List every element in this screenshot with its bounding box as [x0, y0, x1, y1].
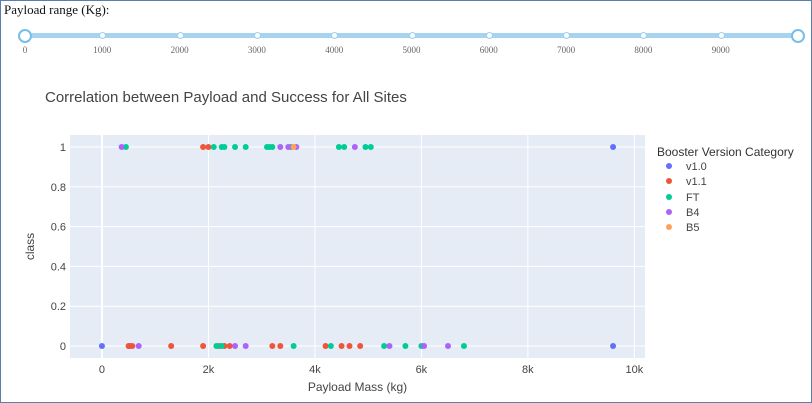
legend-swatch: [666, 163, 672, 170]
slider-mark-label[interactable]: 4000: [325, 45, 344, 55]
slider-mark-label[interactable]: 9000: [711, 45, 730, 55]
legend-item-v1-0[interactable]: v1.0: [666, 160, 707, 174]
slider-mark-dot[interactable]: [640, 32, 648, 39]
y-tick-label: 1: [60, 142, 66, 154]
slider-mark-label[interactable]: 5000: [402, 45, 421, 55]
data-point-v1-1[interactable]: [226, 343, 233, 350]
y-tick-label: 0.4: [51, 261, 66, 273]
data-point-v1-1[interactable]: [205, 143, 212, 150]
data-point-FT[interactable]: [335, 143, 342, 150]
data-point-B4[interactable]: [242, 343, 249, 350]
data-point-FT[interactable]: [402, 343, 409, 350]
data-point-FT[interactable]: [367, 143, 374, 150]
y-tick-label: 0.8: [51, 182, 66, 194]
x-tick-label: 10k: [625, 364, 643, 376]
slider-handle-max[interactable]: [791, 29, 805, 43]
data-point-B4[interactable]: [285, 143, 292, 150]
data-point-FT[interactable]: [210, 143, 217, 150]
data-point-FT[interactable]: [381, 343, 388, 350]
slider-mark-dot[interactable]: [253, 32, 261, 39]
slider-mark-label[interactable]: 8000: [634, 45, 653, 55]
slider-mark-dot[interactable]: [176, 32, 184, 39]
legend-swatch: [666, 178, 672, 185]
data-point-B4[interactable]: [386, 343, 393, 350]
data-point-v1-1[interactable]: [200, 143, 207, 150]
data-point-v1-1[interactable]: [269, 343, 276, 350]
legend-swatch: [666, 224, 672, 231]
legend-item-FT[interactable]: FT: [666, 191, 699, 205]
data-point-FT[interactable]: [232, 143, 239, 150]
data-point-FT[interactable]: [341, 143, 348, 150]
data-point-v1-1[interactable]: [168, 343, 175, 350]
slider-mark-label[interactable]: 7000: [557, 45, 576, 55]
x-tick-label: 4k: [309, 364, 321, 376]
legend-item-v1-1[interactable]: v1.1: [666, 175, 707, 189]
data-point-FT[interactable]: [362, 143, 369, 150]
legend-item-label: B4: [686, 206, 700, 219]
data-point-B4[interactable]: [277, 143, 284, 150]
legend-swatch: [666, 193, 672, 200]
data-point-v1-0[interactable]: [610, 143, 617, 150]
legend-item-label: B5: [686, 222, 700, 235]
data-point-B4[interactable]: [118, 143, 125, 150]
slider-mark-dot[interactable]: [717, 32, 725, 39]
slider-handle-min[interactable]: [18, 29, 32, 43]
data-point-B4[interactable]: [421, 343, 428, 350]
slider-mark-dot[interactable]: [99, 32, 107, 39]
x-tick-label: 0: [99, 364, 105, 376]
slider-mark-dot[interactable]: [485, 32, 493, 39]
data-point-FT[interactable]: [221, 143, 228, 150]
data-point-v1-0[interactable]: [610, 343, 617, 350]
data-point-B4[interactable]: [445, 343, 452, 350]
x-tick-label: 2k: [203, 364, 215, 376]
y-tick-label: 0.6: [51, 222, 66, 234]
payload-range-slider[interactable]: 0 1000 2000 3000 4000 5000 6000 7000 8000 9000: [0, 0, 812, 60]
data-point-FT[interactable]: [122, 143, 129, 150]
legend-item-B5[interactable]: B5: [666, 221, 699, 235]
data-point-v1-1[interactable]: [346, 343, 353, 350]
slider-mark-label[interactable]: 6000: [479, 45, 498, 55]
legend-item-label: v1.1: [686, 176, 707, 189]
data-point-FT[interactable]: [269, 143, 276, 150]
y-tick-label: 0.2: [51, 301, 66, 313]
data-point-FT[interactable]: [218, 343, 225, 350]
y-tick-label: 0: [60, 341, 66, 353]
x-tick-label: 8k: [522, 364, 534, 376]
slider-mark-dot[interactable]: [408, 32, 416, 39]
data-point-B4[interactable]: [135, 343, 142, 350]
data-point-v1-1[interactable]: [129, 343, 136, 350]
data-point-v1-0[interactable]: [98, 343, 105, 350]
legend-item-label: FT: [686, 191, 700, 204]
legend-item-label: v1.0: [686, 161, 707, 173]
data-point-v1-1[interactable]: [322, 343, 329, 350]
slider-mark-label[interactable]: 3000: [247, 45, 266, 55]
payload-range-label: Payload range (Kg):: [4, 2, 110, 17]
slider-mark-dot[interactable]: [563, 32, 571, 39]
legend-item-B4[interactable]: B4: [666, 206, 699, 220]
x-tick-label: 6k: [416, 364, 428, 376]
y-axis-title: class: [23, 233, 37, 260]
data-point-v1-1[interactable]: [338, 343, 345, 350]
x-axis-title: Payload Mass (kg): [308, 380, 407, 394]
data-point-B5[interactable]: [290, 143, 297, 150]
slider-mark-label[interactable]: 1000: [93, 45, 112, 55]
slider-mark-dot[interactable]: [331, 32, 339, 39]
legend-swatch: [666, 208, 672, 215]
data-point-FT[interactable]: [242, 143, 249, 150]
data-point-v1-1[interactable]: [357, 343, 364, 350]
data-point-v1-1[interactable]: [277, 343, 284, 350]
data-point-FT[interactable]: [213, 343, 220, 350]
data-point-B4[interactable]: [351, 143, 358, 150]
slider-mark-label[interactable]: 0: [22, 45, 28, 55]
plot-area[interactable]: [70, 135, 645, 358]
chart-title: Correlation between Payload and Success …: [45, 89, 407, 106]
data-point-FT[interactable]: [290, 343, 297, 350]
slider-mark-label[interactable]: 2000: [170, 45, 189, 55]
data-point-B4[interactable]: [232, 343, 239, 350]
legend-title: Booster Version Category: [657, 145, 794, 159]
data-point-FT[interactable]: [327, 343, 334, 350]
data-point-FT[interactable]: [460, 343, 467, 350]
data-point-v1-1[interactable]: [200, 343, 207, 350]
